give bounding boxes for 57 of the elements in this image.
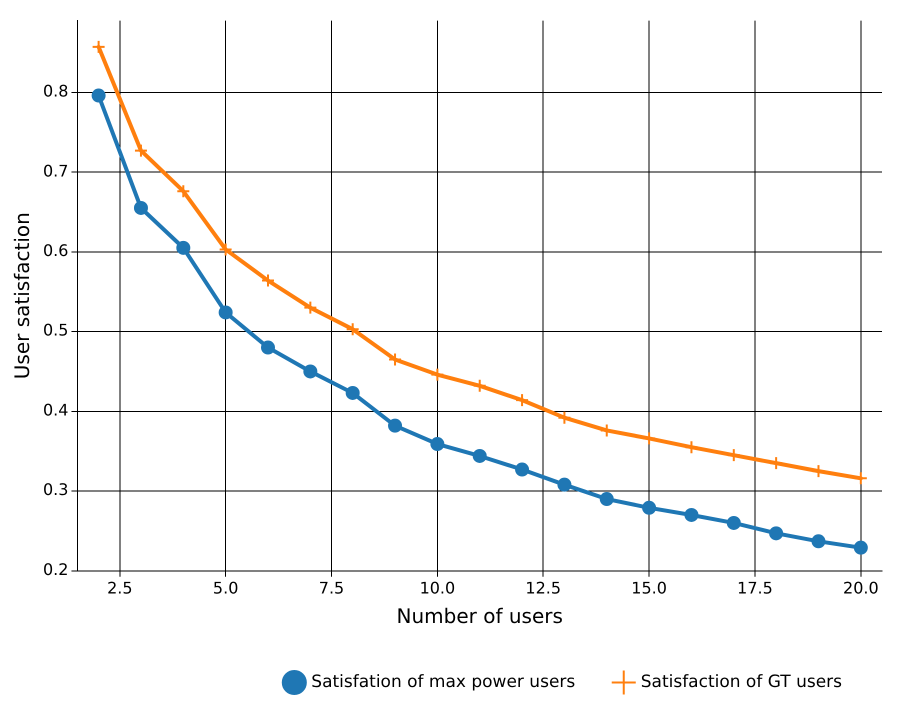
point (769, 456, 784, 470)
legend-label: Satisfation of max power users (311, 672, 576, 692)
y-tick-label: 0.4 (42, 400, 68, 420)
x-tick-label: 20.0 (843, 578, 879, 598)
point (811, 464, 826, 478)
point (557, 478, 572, 492)
point (261, 340, 275, 355)
point (303, 364, 318, 378)
x-tick-label: 15.0 (631, 578, 667, 598)
point (430, 437, 444, 452)
y-tick-label: 0.3 (42, 480, 68, 500)
point (854, 540, 868, 555)
x-tick-label: 7.5 (318, 578, 344, 598)
x-tick-label: 5.0 (212, 578, 238, 598)
x-tick-label: 17.5 (737, 578, 773, 598)
point (515, 393, 530, 408)
point (600, 423, 614, 438)
point (92, 40, 106, 54)
point (218, 242, 233, 256)
point (472, 378, 487, 393)
point (684, 508, 698, 522)
point (684, 440, 698, 454)
point (218, 305, 233, 320)
point (176, 240, 190, 255)
x-axis-title: Number of users (396, 604, 563, 628)
x-tick-label: 10.0 (420, 578, 456, 598)
y-tick-label: 0.2 (42, 560, 68, 579)
point (346, 386, 360, 400)
y-tick-label: 0.8 (42, 82, 68, 101)
point (600, 492, 614, 506)
point (388, 352, 402, 366)
point (92, 88, 106, 103)
point (388, 418, 402, 433)
point (515, 462, 530, 477)
point (134, 144, 148, 158)
point (642, 431, 656, 446)
point (261, 274, 275, 288)
point (726, 516, 741, 530)
y-tick-label: 0.5 (42, 320, 68, 340)
y-tick-label: 0.7 (42, 161, 68, 180)
point (176, 184, 190, 198)
legend-label: Satisfaction of GT users (640, 672, 842, 692)
x-tick-label: 2.5 (107, 578, 133, 598)
point (642, 500, 656, 515)
y-tick-label: 0.6 (42, 241, 68, 260)
point (811, 534, 826, 548)
point (557, 410, 572, 425)
point (854, 471, 868, 486)
point (134, 200, 148, 215)
y-axis-title: User satisfaction (10, 212, 34, 380)
point (303, 300, 318, 315)
point (726, 448, 741, 462)
x-tick-label: 12.5 (525, 578, 562, 598)
point (430, 368, 444, 382)
point (472, 448, 487, 463)
point (346, 322, 360, 336)
point (769, 526, 784, 540)
